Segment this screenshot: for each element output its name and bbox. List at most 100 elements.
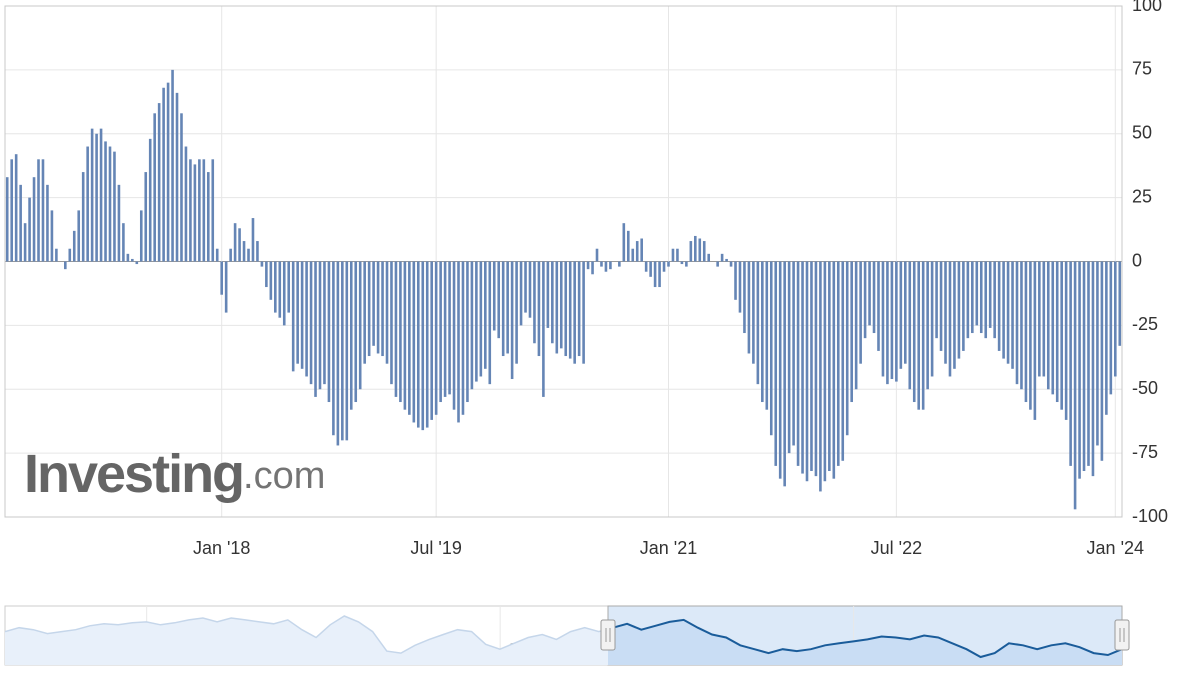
bar	[363, 261, 366, 364]
bar	[836, 261, 840, 466]
bar	[381, 261, 384, 357]
bar	[95, 133, 98, 262]
bar	[452, 261, 456, 410]
bar	[917, 261, 921, 410]
handle-body	[600, 619, 616, 651]
bar	[461, 261, 465, 415]
bar	[1069, 261, 1072, 466]
bar	[479, 261, 483, 377]
bar	[68, 248, 72, 262]
bar	[689, 241, 693, 262]
bar	[577, 261, 581, 357]
y-tick-label: -100	[1132, 506, 1168, 526]
bar	[626, 230, 630, 262]
bar	[1073, 261, 1077, 510]
bar	[774, 261, 778, 466]
bar	[175, 92, 179, 262]
bar	[260, 261, 264, 267]
bar	[341, 261, 344, 441]
bar	[939, 261, 943, 351]
bar	[515, 261, 518, 364]
bar	[171, 69, 174, 262]
bar	[568, 261, 572, 359]
bar	[1055, 261, 1059, 403]
bar	[1006, 261, 1010, 364]
watermark-brand: Investing	[24, 444, 243, 504]
y-tick-label: 25	[1132, 186, 1152, 206]
bar	[671, 248, 675, 262]
bar	[796, 261, 800, 466]
bar	[600, 261, 603, 267]
bar	[367, 261, 371, 357]
bar	[747, 261, 751, 354]
bar	[551, 261, 554, 344]
bar	[653, 261, 657, 288]
bar	[921, 261, 925, 410]
bar	[1038, 261, 1041, 377]
bar	[345, 261, 349, 441]
bar	[1064, 261, 1068, 420]
bar	[430, 261, 433, 420]
bar	[358, 261, 362, 390]
handle-body	[1114, 619, 1130, 651]
bar	[81, 172, 85, 262]
bar	[1087, 261, 1090, 466]
bar	[117, 184, 121, 262]
bar	[394, 261, 398, 397]
bar	[242, 241, 246, 262]
bar	[1105, 261, 1108, 415]
bar	[555, 261, 559, 354]
watermark-suffix: .com	[243, 455, 325, 497]
bar	[224, 261, 228, 313]
bar	[421, 261, 425, 431]
bar	[676, 248, 679, 262]
bar	[336, 261, 340, 446]
bar	[810, 261, 813, 472]
bar	[984, 261, 988, 339]
bar	[953, 261, 956, 369]
bar	[1096, 261, 1099, 446]
bar	[90, 128, 94, 262]
bar	[99, 128, 103, 262]
bar	[1078, 261, 1081, 479]
bar	[680, 261, 684, 265]
bar	[233, 223, 237, 262]
bar	[716, 261, 719, 267]
bar	[948, 261, 952, 377]
bar	[1011, 261, 1014, 369]
grid: 100 75 50 25 0 -25 -50 -75 -100 Jan '18 Jul '19 Jan…	[5, 0, 1168, 558]
bar	[707, 253, 711, 262]
bar	[662, 261, 666, 272]
bar	[828, 261, 831, 472]
bar	[425, 261, 429, 428]
bar	[546, 261, 550, 328]
bar	[77, 210, 81, 262]
bar	[390, 261, 393, 385]
bar	[519, 261, 523, 326]
bar	[10, 159, 14, 262]
bar	[372, 261, 375, 346]
bar	[5, 177, 9, 262]
navigator-handle[interactable]	[600, 619, 616, 651]
bar	[14, 154, 18, 262]
bar	[845, 261, 849, 436]
navigator-handle[interactable]	[1114, 619, 1130, 651]
bar	[778, 261, 782, 479]
bar	[863, 261, 867, 339]
bar	[305, 261, 308, 377]
bar	[202, 159, 206, 262]
bar	[55, 248, 58, 262]
bar	[993, 261, 996, 339]
bar	[131, 258, 134, 262]
bar	[1060, 261, 1063, 410]
bar	[497, 261, 501, 339]
bar	[247, 248, 250, 262]
bar	[28, 197, 31, 262]
bar	[765, 261, 769, 410]
bar	[979, 261, 983, 334]
bar	[206, 172, 210, 262]
bar	[609, 261, 612, 270]
bar	[957, 261, 961, 359]
bar	[376, 261, 380, 354]
